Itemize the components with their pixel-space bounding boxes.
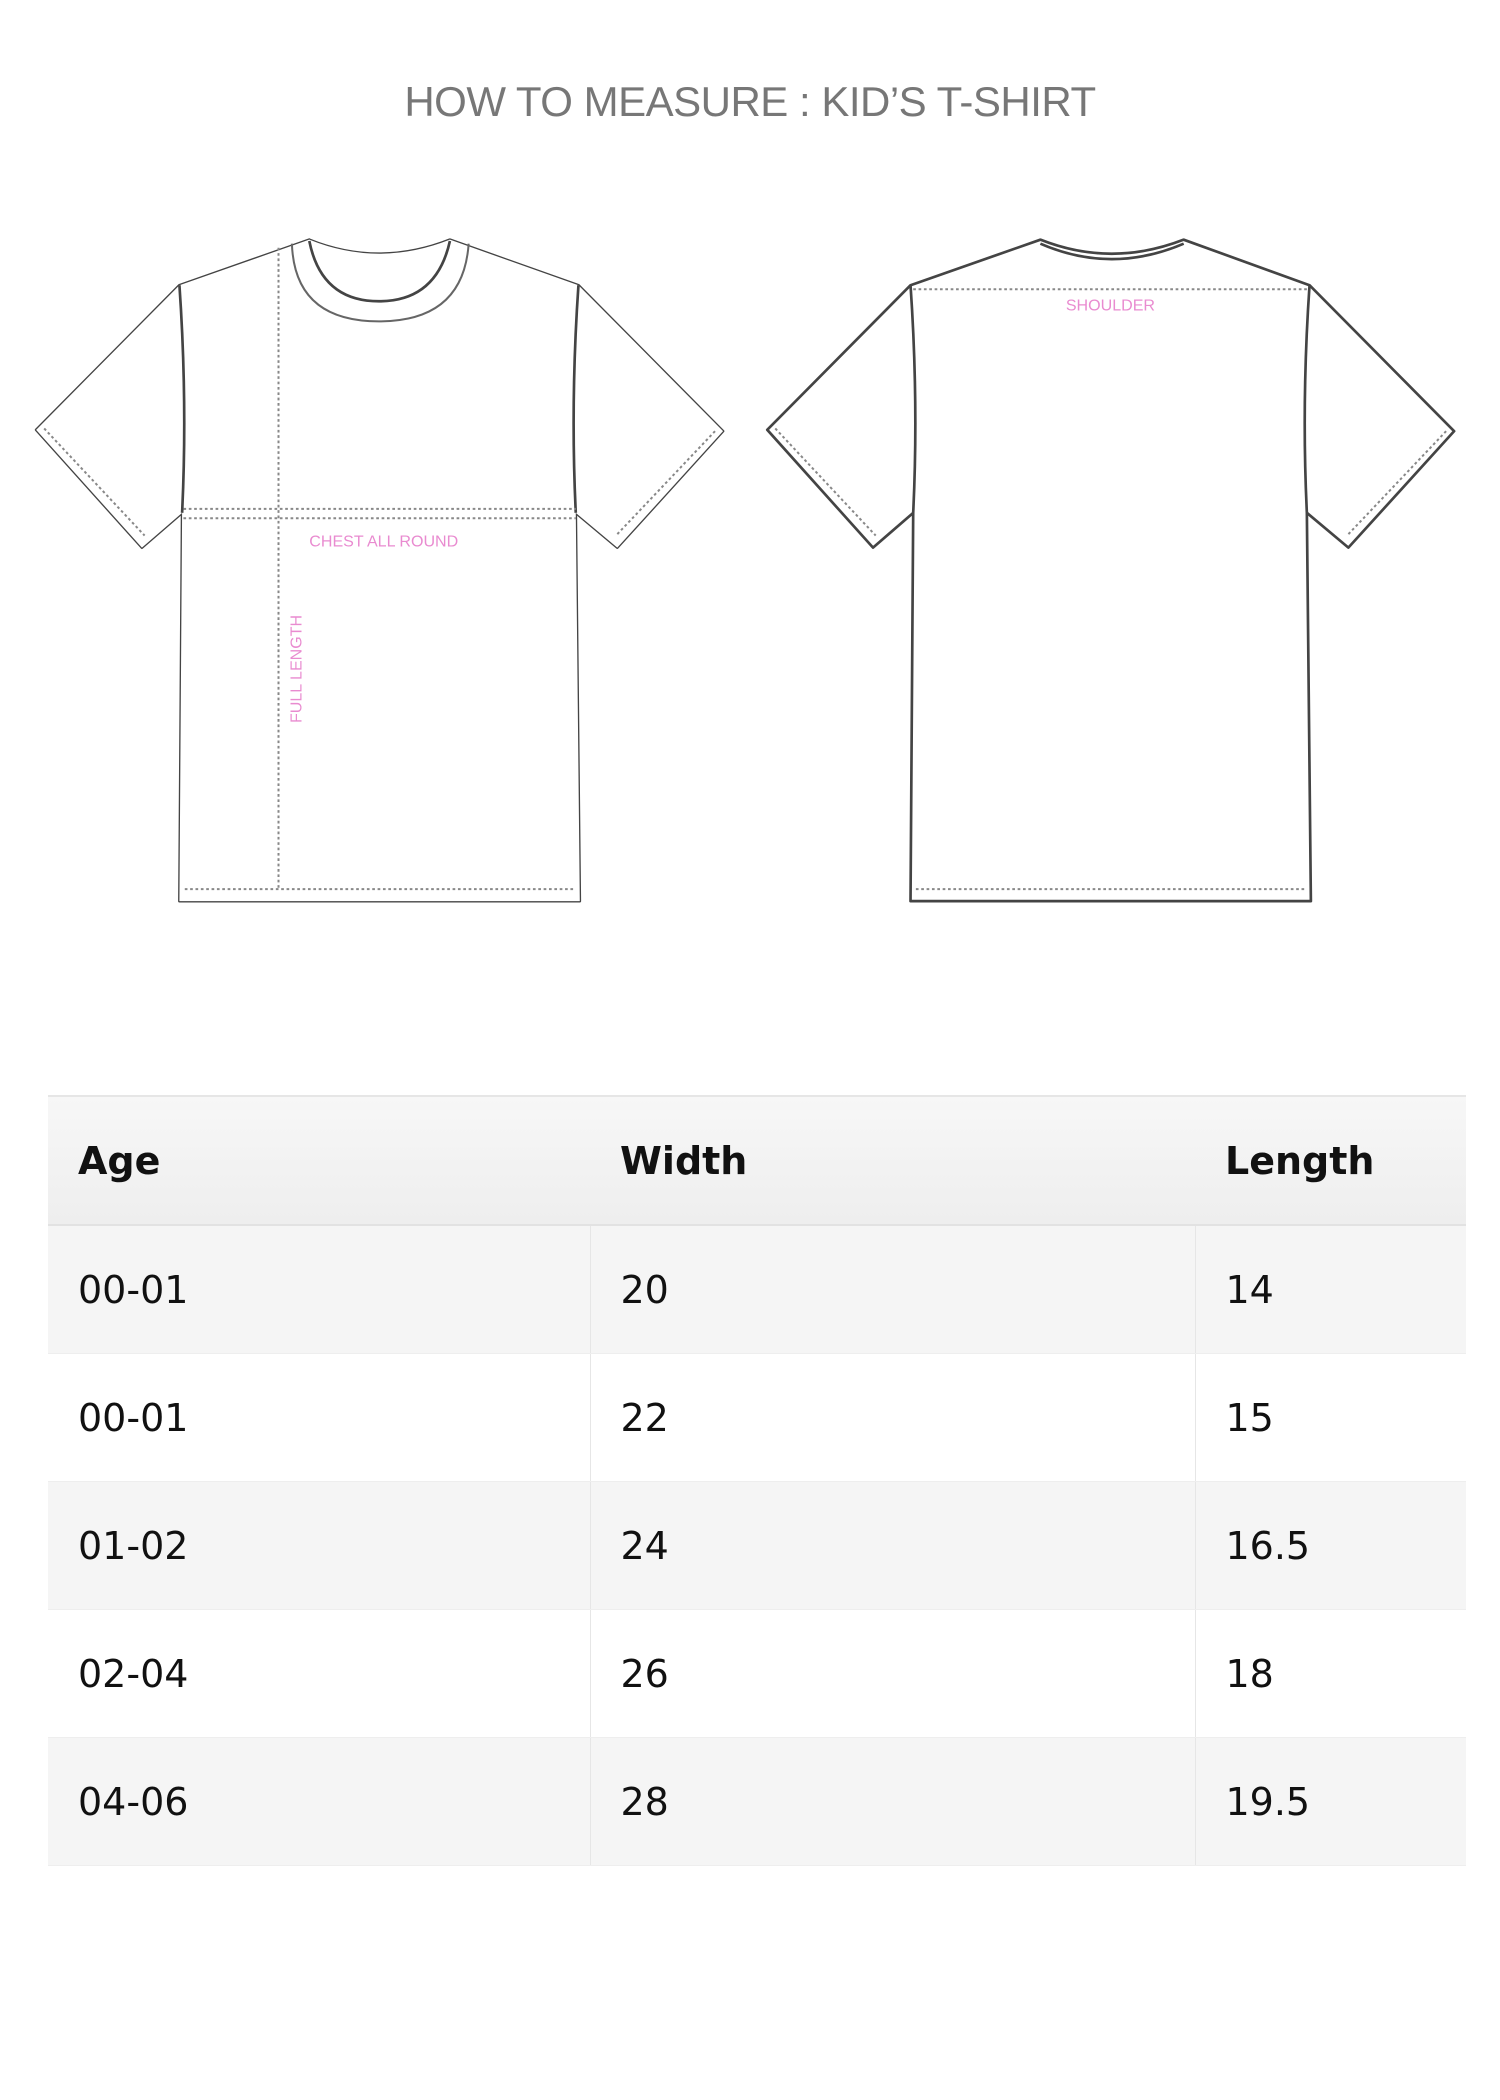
table-header-row: Age Width Length (48, 1095, 1466, 1226)
size-chart-table: Age Width Length 00-01 20 14 00-01 22 15… (48, 1095, 1466, 1866)
cell-length: 15 (1194, 1353, 1466, 1482)
cell-width: 28 (589, 1737, 1195, 1866)
table-row: 02-04 26 18 (48, 1609, 1466, 1738)
shoulder-label: SHOULDER (1066, 297, 1155, 315)
cell-width: 22 (589, 1353, 1195, 1482)
header-length: Length (1195, 1095, 1466, 1226)
table-row: 00-01 20 14 (48, 1225, 1466, 1354)
table-row: 04-06 28 19.5 (48, 1737, 1466, 1866)
back-tshirt-illustration: SHOULDER (765, 238, 1456, 903)
cell-age: 00-01 (48, 1353, 590, 1482)
table-row: 00-01 22 15 (48, 1353, 1466, 1482)
cell-length: 14 (1194, 1225, 1466, 1354)
table-row: 01-02 24 16.5 (48, 1481, 1466, 1610)
header-width: Width (590, 1095, 1195, 1226)
cell-length: 16.5 (1194, 1481, 1466, 1610)
cell-width: 24 (589, 1481, 1195, 1610)
cell-length: 18 (1194, 1609, 1466, 1738)
full-length-label: FULL LENGTH (287, 615, 305, 723)
measurement-diagram: CHEST ALL ROUND FULL LENGTH SHOULDER (34, 238, 1456, 903)
cell-age: 01-02 (48, 1481, 590, 1610)
header-age: Age (48, 1095, 590, 1226)
page-title: HOW TO MEASURE : KID’S T-SHIRT (404, 78, 1096, 125)
front-tshirt-illustration: CHEST ALL ROUND FULL LENGTH (34, 238, 725, 903)
cell-width: 26 (589, 1609, 1195, 1738)
cell-width: 20 (589, 1225, 1195, 1354)
cell-length: 19.5 (1194, 1737, 1466, 1866)
cell-age: 00-01 (48, 1225, 590, 1354)
chest-all-round-label: CHEST ALL ROUND (309, 532, 458, 550)
cell-age: 04-06 (48, 1737, 590, 1866)
cell-age: 02-04 (48, 1609, 590, 1738)
